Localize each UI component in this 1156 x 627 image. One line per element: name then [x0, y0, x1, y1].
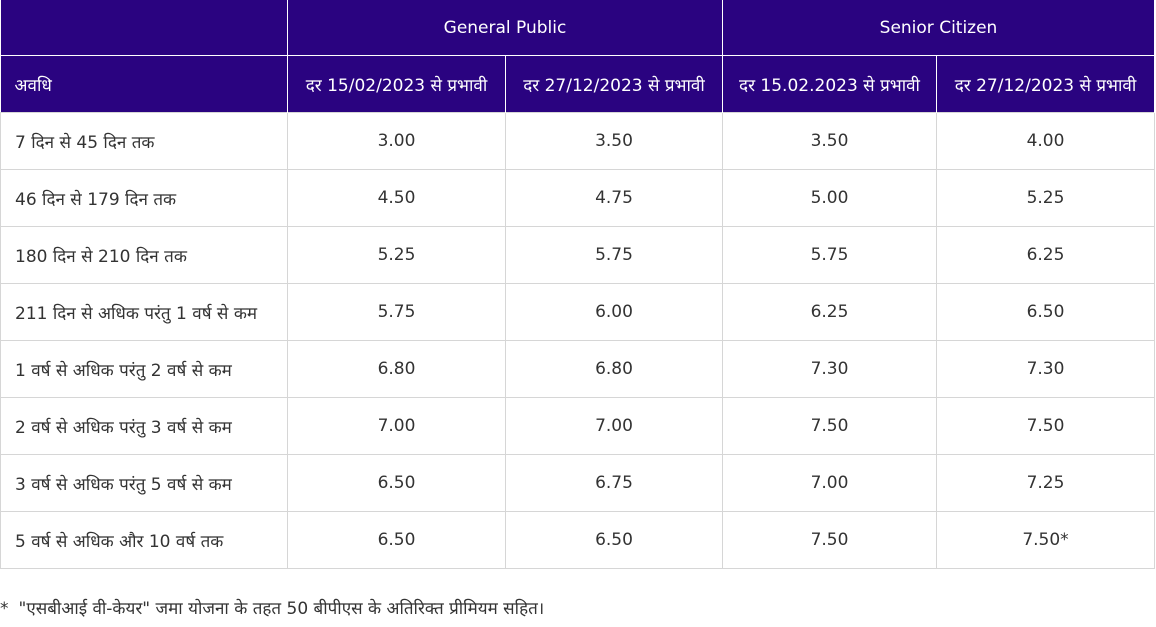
general-new-rate-cell: 6.50	[505, 511, 723, 569]
sub-header-row: अवधि दर 15/02/2023 से प्रभावी दर 27/12/2…	[0, 55, 1155, 113]
general-old-rate-cell: 7.00	[287, 397, 506, 455]
duration-cell: 5 वर्ष से अधिक और 10 वर्ष तक	[0, 511, 288, 569]
senior-new-rate-cell: 4.00	[936, 112, 1155, 170]
senior-old-rate-cell: 3.50	[722, 112, 937, 170]
general-new-rate-cell: 5.75	[505, 226, 723, 284]
general-new-rate-cell: 3.50	[505, 112, 723, 170]
general-old-rate-cell: 6.80	[287, 340, 506, 398]
senior-new-rate-cell: 5.25	[936, 169, 1155, 227]
header-senior-old-rate: दर 15.02.2023 से प्रभावी	[722, 55, 937, 113]
duration-cell: 211 दिन से अधिक परंतु 1 वर्ष से कम	[0, 283, 288, 341]
senior-old-rate-cell: 7.50	[722, 511, 937, 569]
general-old-rate-cell: 6.50	[287, 511, 506, 569]
table-row: 3 वर्ष से अधिक परंतु 5 वर्ष से कम 6.50 6…	[0, 454, 1155, 512]
table-row: 46 दिन से 179 दिन तक 4.50 4.75 5.00 5.25	[0, 169, 1155, 227]
interest-rate-table: General Public Senior Citizen अवधि दर 15…	[0, 0, 1155, 569]
group-header-general-public: General Public	[287, 0, 723, 56]
duration-cell: 2 वर्ष से अधिक परंतु 3 वर्ष से कम	[0, 397, 288, 455]
general-old-rate-cell: 6.50	[287, 454, 506, 512]
table-row: 180 दिन से 210 दिन तक 5.25 5.75 5.75 6.2…	[0, 226, 1155, 284]
senior-old-rate-cell: 5.00	[722, 169, 937, 227]
table-row: 1 वर्ष से अधिक परंतु 2 वर्ष से कम 6.80 6…	[0, 340, 1155, 398]
senior-new-rate-cell: 7.50	[936, 397, 1155, 455]
group-header-senior-citizen: Senior Citizen	[722, 0, 1155, 56]
senior-new-rate-cell: 7.30	[936, 340, 1155, 398]
table-row: 211 दिन से अधिक परंतु 1 वर्ष से कम 5.75 …	[0, 283, 1155, 341]
general-new-rate-cell: 4.75	[505, 169, 723, 227]
duration-cell: 1 वर्ष से अधिक परंतु 2 वर्ष से कम	[0, 340, 288, 398]
header-general-old-rate: दर 15/02/2023 से प्रभावी	[287, 55, 506, 113]
duration-cell: 46 दिन से 179 दिन तक	[0, 169, 288, 227]
senior-old-rate-cell: 7.30	[722, 340, 937, 398]
general-new-rate-cell: 6.80	[505, 340, 723, 398]
header-general-new-rate: दर 27/12/2023 से प्रभावी	[505, 55, 723, 113]
footnote-text: "एसबीआई वी-केयर" जमा योजना के तहत 50 बीप…	[18, 599, 545, 619]
group-header-empty	[0, 0, 288, 56]
table-row: 7 दिन से 45 दिन तक 3.00 3.50 3.50 4.00	[0, 112, 1155, 170]
general-new-rate-cell: 7.00	[505, 397, 723, 455]
general-old-rate-cell: 5.75	[287, 283, 506, 341]
table-row: 5 वर्ष से अधिक और 10 वर्ष तक 6.50 6.50 7…	[0, 511, 1155, 569]
general-new-rate-cell: 6.75	[505, 454, 723, 512]
duration-cell: 3 वर्ष से अधिक परंतु 5 वर्ष से कम	[0, 454, 288, 512]
general-old-rate-cell: 5.25	[287, 226, 506, 284]
table-row: 2 वर्ष से अधिक परंतु 3 वर्ष से कम 7.00 7…	[0, 397, 1155, 455]
general-old-rate-cell: 4.50	[287, 169, 506, 227]
general-new-rate-cell: 6.00	[505, 283, 723, 341]
senior-old-rate-cell: 5.75	[722, 226, 937, 284]
footnote-marker: *	[0, 599, 9, 619]
senior-old-rate-cell: 6.25	[722, 283, 937, 341]
senior-new-rate-cell: 6.50	[936, 283, 1155, 341]
duration-cell: 7 दिन से 45 दिन तक	[0, 112, 288, 170]
duration-cell: 180 दिन से 210 दिन तक	[0, 226, 288, 284]
senior-new-rate-cell: 7.50*	[936, 511, 1155, 569]
header-duration: अवधि	[0, 55, 288, 113]
senior-new-rate-cell: 7.25	[936, 454, 1155, 512]
header-senior-new-rate: दर 27/12/2023 से प्रभावी	[936, 55, 1155, 113]
senior-old-rate-cell: 7.50	[722, 397, 937, 455]
senior-old-rate-cell: 7.00	[722, 454, 937, 512]
general-old-rate-cell: 3.00	[287, 112, 506, 170]
footnote: * "एसबीआई वी-केयर" जमा योजना के तहत 50 बी…	[0, 596, 544, 619]
group-header-row: General Public Senior Citizen	[0, 0, 1155, 56]
senior-new-rate-cell: 6.25	[936, 226, 1155, 284]
